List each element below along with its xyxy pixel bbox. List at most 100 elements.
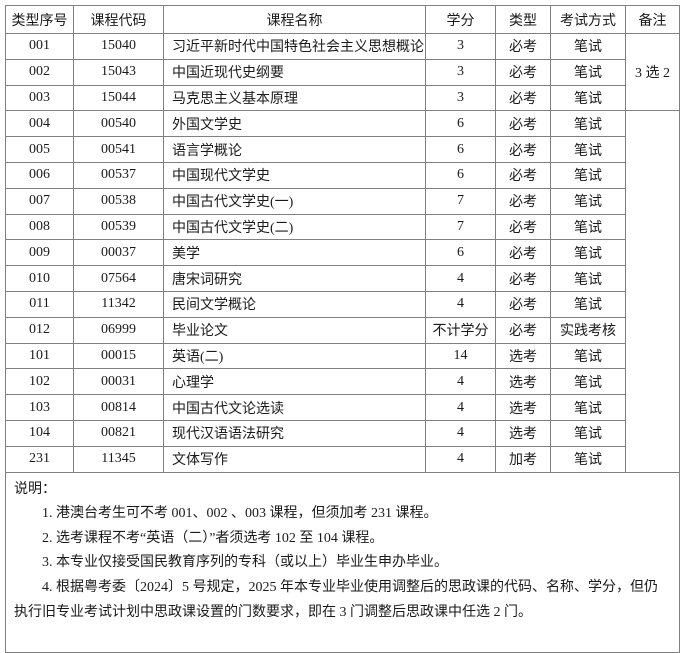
cell-course-code: 15044 — [73, 84, 164, 112]
table-row: 005 00541 语言学概论 6 必考 笔试 — [5, 136, 680, 163]
table-row: 003 15044 马克思主义基本原理 3 必考 笔试 — [5, 84, 680, 112]
cell-course-name: 中国古代文学史(一) — [163, 187, 426, 215]
cell-type-no: 006 — [5, 161, 74, 189]
cell-type-no: 009 — [5, 239, 74, 267]
table-body: 001 15040 习近平新时代中国特色社会主义思想概论 3 必考 笔试 3 选 2 002 1… — [5, 32, 680, 473]
cell-course-code: 11342 — [73, 290, 164, 318]
note-item-2: 2. 选考课程不考“英语（二）”者须选考 102 至 104 课程。 — [42, 530, 384, 546]
cell-credits: 7 — [425, 213, 496, 241]
cell-exam-method: 笔试 — [550, 33, 626, 60]
cell-type: 加考 — [495, 445, 551, 473]
cell-exam-method: 笔试 — [550, 58, 626, 86]
cell-exam-method: 笔试 — [550, 445, 626, 473]
cell-type-no: 002 — [5, 58, 74, 86]
cell-course-name: 马克思主义基本原理 — [163, 84, 426, 112]
cell-type-no: 008 — [5, 213, 74, 241]
table-row: 007 00538 中国古代文学史(一) 7 必考 笔试 — [5, 187, 680, 215]
cell-credits: 3 — [425, 33, 496, 60]
cell-course-code: 15043 — [73, 58, 164, 86]
table-row: 004 00540 外国文学史 6 必考 笔试 — [5, 110, 680, 473]
notes-title: 说明： — [14, 481, 56, 497]
cell-course-name: 美学 — [163, 239, 426, 267]
note-item-1: 1. 港澳台考生可不考 001、002 、003 课程，但须加考 231 课程。 — [42, 506, 438, 522]
table-row: 231 11345 文体写作 4 加考 笔试 — [5, 445, 680, 473]
cell-course-code: 00541 — [73, 136, 164, 163]
table-row: 103 00814 中国古代文论选读 4 选考 笔试 — [5, 394, 680, 421]
column-header-3: 学分 — [425, 5, 496, 34]
cell-exam-method: 笔试 — [550, 187, 626, 215]
column-header-5: 考试方式 — [550, 5, 626, 34]
cell-course-name: 中国现代文学史 — [163, 161, 426, 189]
cell-course-code: 00814 — [73, 394, 164, 421]
cell-type-no: 102 — [5, 368, 74, 396]
notes-row: 说明： 1. 港澳台考生可不考 001、002 、003 课程，但须加考 231… — [5, 471, 680, 653]
cell-course-code: 00538 — [73, 187, 164, 215]
cell-course-code: 15040 — [73, 33, 164, 60]
table-row: 011 11342 民间文学概论 4 必考 笔试 — [5, 290, 680, 318]
cell-course-code: 11345 — [73, 445, 164, 473]
cell-credits: 6 — [425, 110, 496, 138]
cell-course-name: 现代汉语语法研究 — [163, 419, 426, 447]
cell-credits: 4 — [425, 394, 496, 421]
cell-type-no: 005 — [5, 136, 74, 163]
cell-exam-method: 实践考核 — [550, 316, 626, 344]
cell-course-code: 07564 — [73, 265, 164, 292]
cell-course-name: 中国古代文论选读 — [163, 394, 426, 421]
table-row: 008 00539 中国古代文学史(二) 7 必考 笔试 — [5, 213, 680, 241]
cell-type: 选考 — [495, 342, 551, 370]
cell-credits: 不计学分 — [425, 316, 496, 344]
cell-course-code: 00037 — [73, 239, 164, 267]
cell-type: 必考 — [495, 187, 551, 215]
cell-type-no: 001 — [5, 33, 74, 60]
cell-type: 必考 — [495, 58, 551, 86]
note-item-3: 3. 本专业仅接受国民教育序列的专科（或以上）毕业生申办毕业。 — [42, 555, 448, 571]
cell-course-name: 文体写作 — [163, 445, 426, 473]
cell-course-name: 语言学概论 — [163, 136, 426, 163]
cell-remark: 3 选 2 — [625, 32, 680, 112]
cell-exam-method: 笔试 — [550, 290, 626, 318]
column-header-1: 课程代码 — [73, 5, 164, 34]
table-row: 104 00821 现代汉语语法研究 4 选考 笔试 — [5, 419, 680, 447]
cell-credits: 6 — [425, 239, 496, 267]
cell-credits: 3 — [425, 58, 496, 86]
cell-type-no: 010 — [5, 265, 74, 292]
cell-exam-method: 笔试 — [550, 213, 626, 241]
cell-course-code: 00540 — [73, 110, 164, 138]
cell-course-code: 00015 — [73, 342, 164, 370]
cell-type-no: 012 — [5, 316, 74, 344]
cell-type: 必考 — [495, 290, 551, 318]
table-row: 001 15040 习近平新时代中国特色社会主义思想概论 3 必考 笔试 3 选 2 — [5, 32, 680, 112]
cell-type-no: 003 — [5, 84, 74, 112]
cell-type-no: 101 — [5, 342, 74, 370]
cell-course-name: 唐宋词研究 — [163, 265, 426, 292]
cell-type-no: 103 — [5, 394, 74, 421]
column-header-0: 类型序号 — [5, 5, 74, 34]
cell-credits: 4 — [425, 290, 496, 318]
cell-course-code: 00821 — [73, 419, 164, 447]
notes-cell: 说明： 1. 港澳台考生可不考 001、002 、003 课程，但须加考 231… — [5, 471, 680, 653]
cell-type-no: 004 — [5, 110, 74, 138]
cell-type: 必考 — [495, 84, 551, 112]
notes-list: 1. 港澳台考生可不考 001、002 、003 课程，但须加考 231 课程。… — [14, 502, 671, 625]
cell-type: 选考 — [495, 419, 551, 447]
column-header-4: 类型 — [495, 5, 551, 34]
cell-course-name: 外国文学史 — [163, 110, 426, 138]
cell-credits: 7 — [425, 187, 496, 215]
cell-exam-method: 笔试 — [550, 265, 626, 292]
cell-type: 必考 — [495, 316, 551, 344]
cell-exam-method: 笔试 — [550, 394, 626, 421]
cell-course-name: 英语(二) — [163, 342, 426, 370]
cell-type: 必考 — [495, 136, 551, 163]
cell-type-no: 007 — [5, 187, 74, 215]
cell-type: 必考 — [495, 265, 551, 292]
table-row: 002 15043 中国近现代史纲要 3 必考 笔试 — [5, 58, 680, 86]
cell-type: 必考 — [495, 213, 551, 241]
table-row: 101 00015 英语(二) 14 选考 笔试 — [5, 342, 680, 370]
cell-exam-method: 笔试 — [550, 110, 626, 138]
cell-exam-method: 笔试 — [550, 161, 626, 189]
cell-course-code: 00537 — [73, 161, 164, 189]
cell-course-name: 习近平新时代中国特色社会主义思想概论 — [163, 33, 426, 60]
cell-exam-method: 笔试 — [550, 368, 626, 396]
cell-type: 必考 — [495, 161, 551, 189]
